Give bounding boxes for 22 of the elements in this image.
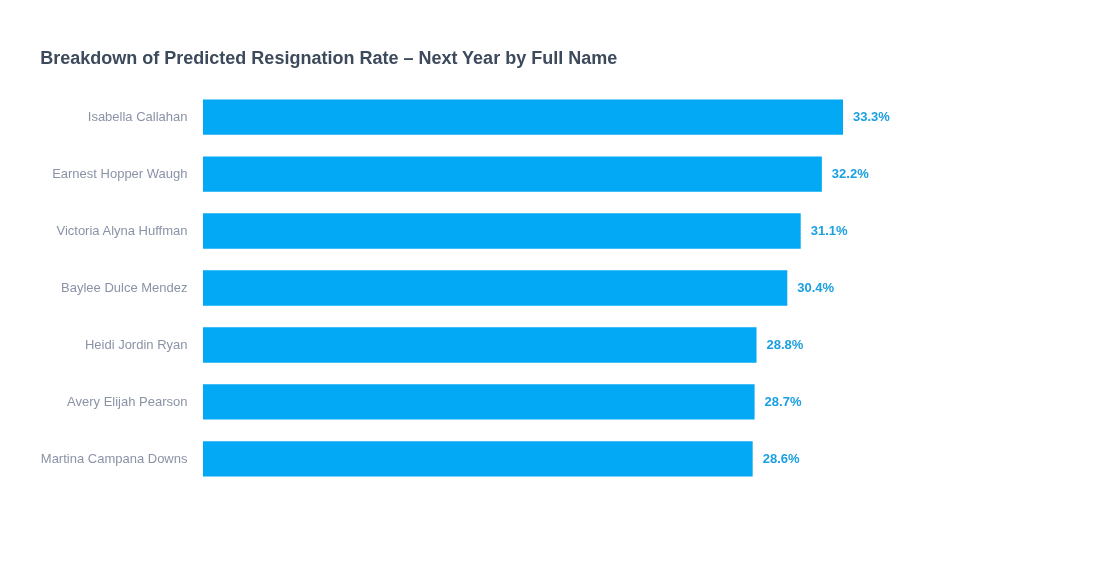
bar [203, 384, 755, 420]
bar [203, 327, 757, 363]
data-label: 30.4% [797, 280, 835, 295]
y-tick-label: Baylee Dulce Mendez [61, 280, 188, 295]
y-tick-label: Martina Campana Downs [40, 450, 188, 466]
data-label: 28.7% [764, 393, 802, 409]
bar [203, 213, 801, 249]
bar [203, 270, 788, 306]
bar [203, 156, 822, 192]
chart-title: Breakdown of Predicted Resignation Rate – Next Year by Full Name [40, 48, 618, 68]
data-label: 32.2% [831, 166, 870, 182]
y-tick-label: Avery Elijah Pearson [67, 393, 188, 409]
data-label: 28.6% [762, 450, 800, 466]
data-label: 33.3% [853, 109, 891, 125]
bar [203, 441, 753, 477]
y-tick-label: Victoria Alyna Huffman [56, 223, 188, 239]
data-label: 28.8% [766, 336, 804, 352]
bar [203, 99, 843, 135]
y-tick-label: Earnest Hopper Waugh [52, 166, 188, 182]
y-tick-label: Isabella Callahan [87, 109, 188, 125]
y-tick-label: Heidi Jordin Ryan [84, 336, 188, 352]
data-label: 31.1% [810, 223, 849, 239]
